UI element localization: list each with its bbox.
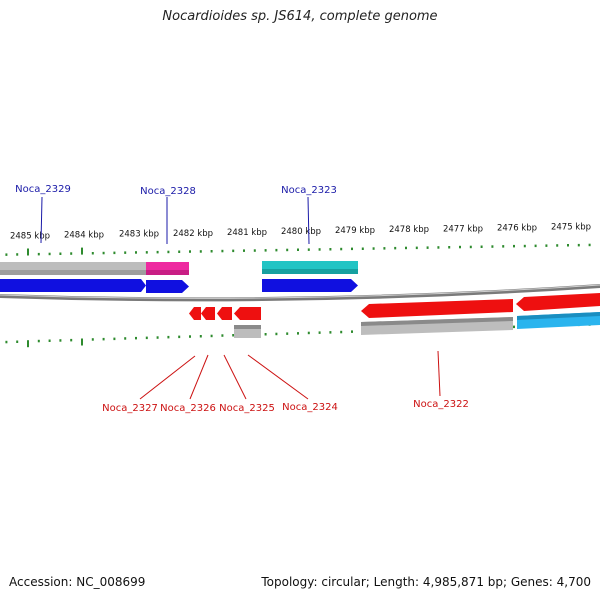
accession-text: Accession: NC_008699: [9, 575, 146, 589]
leader-line-noca-2326: [189, 354, 209, 400]
gene-label-noca-2325[interactable]: Noca_2325: [219, 403, 275, 414]
forward-gene-labels: Noca_2329 Noca_2328 Noca_2323: [15, 184, 337, 197]
gene-label-noca-2324[interactable]: Noca_2324: [282, 402, 338, 413]
gene-arrow-noca-2325[interactable]: [217, 307, 232, 320]
feature-bar-gray-long-shade: [361, 317, 513, 326]
scale-label: 2478 kbp: [389, 225, 429, 235]
scale-label: 2485 kbp: [10, 232, 50, 242]
gene-arrow-noca-2322[interactable]: [361, 299, 513, 318]
genome-backbone-highlight: [0, 284, 600, 299]
gene-label-noca-2328[interactable]: Noca_2328: [140, 186, 196, 197]
gene-label-noca-2329[interactable]: Noca_2329: [15, 184, 71, 195]
leader-line-noca-2322: [437, 350, 441, 397]
reverse-leader-lines: [139, 350, 441, 400]
scale-ticks-top: [5, 243, 591, 256]
gene-arrow-noca-2329[interactable]: [0, 279, 146, 292]
reverse-gene-arrows: [189, 293, 600, 320]
reverse-feature-bars: [234, 312, 600, 338]
scale-label: 2480 kbp: [281, 227, 321, 237]
gene-arrow-next-reverse[interactable]: [516, 293, 600, 311]
map-title: Nocardioides sp. JS614, complete genome: [162, 9, 438, 24]
scale-label: 2484 kbp: [64, 231, 104, 241]
feature-bar-pink-shade: [146, 270, 189, 275]
scale-label: 2476 kbp: [497, 223, 537, 233]
genome-backbone: [0, 284, 600, 302]
feature-bar-sky-shade: [517, 312, 600, 320]
scale-label: 2483 kbp: [119, 230, 159, 240]
feature-bar-gray-small-shade: [234, 325, 261, 329]
gene-arrow-noca-2326[interactable]: [201, 307, 215, 320]
scale-label: 2482 kbp: [173, 229, 213, 239]
leader-line-noca-2325: [223, 354, 247, 400]
scale-label: 2479 kbp: [335, 226, 375, 236]
forward-gene-arrows: [0, 279, 358, 293]
forward-leader-lines: [40, 196, 310, 245]
leader-line-noca-2327: [139, 355, 196, 400]
forward-feature-bars: [0, 261, 358, 275]
gene-arrow-noca-2328[interactable]: [146, 280, 189, 293]
gene-label-noca-2326[interactable]: Noca_2326: [160, 403, 216, 414]
scale-label: 2481 kbp: [227, 228, 267, 238]
gene-arrow-noca-2323[interactable]: [262, 279, 358, 292]
gene-arrow-noca-2324[interactable]: [234, 307, 261, 320]
gene-label-noca-2322[interactable]: Noca_2322: [413, 399, 469, 410]
leader-line-noca-2323: [307, 196, 310, 245]
leader-line-noca-2329: [40, 196, 43, 244]
gene-arrow-noca-2327[interactable]: [189, 307, 201, 320]
gene-label-noca-2327[interactable]: Noca_2327: [102, 403, 158, 414]
reverse-gene-labels: Noca_2327 Noca_2326 Noca_2325 Noca_2324 …: [102, 399, 469, 414]
leader-line-noca-2324: [247, 354, 309, 400]
scale-labels: 2485 kbp 2484 kbp 2483 kbp 2482 kbp 2481 kbp…: [10, 223, 591, 242]
feature-bar-teal-shade: [262, 269, 358, 274]
scale-label: 2475 kbp: [551, 223, 591, 233]
gene-label-noca-2323[interactable]: Noca_2323: [281, 185, 337, 196]
feature-bar-gray-shade: [0, 270, 146, 275]
genome-summary-text: Topology: circular; Length: 4,985,871 bp…: [261, 575, 591, 589]
scale-label: 2477 kbp: [443, 224, 483, 234]
